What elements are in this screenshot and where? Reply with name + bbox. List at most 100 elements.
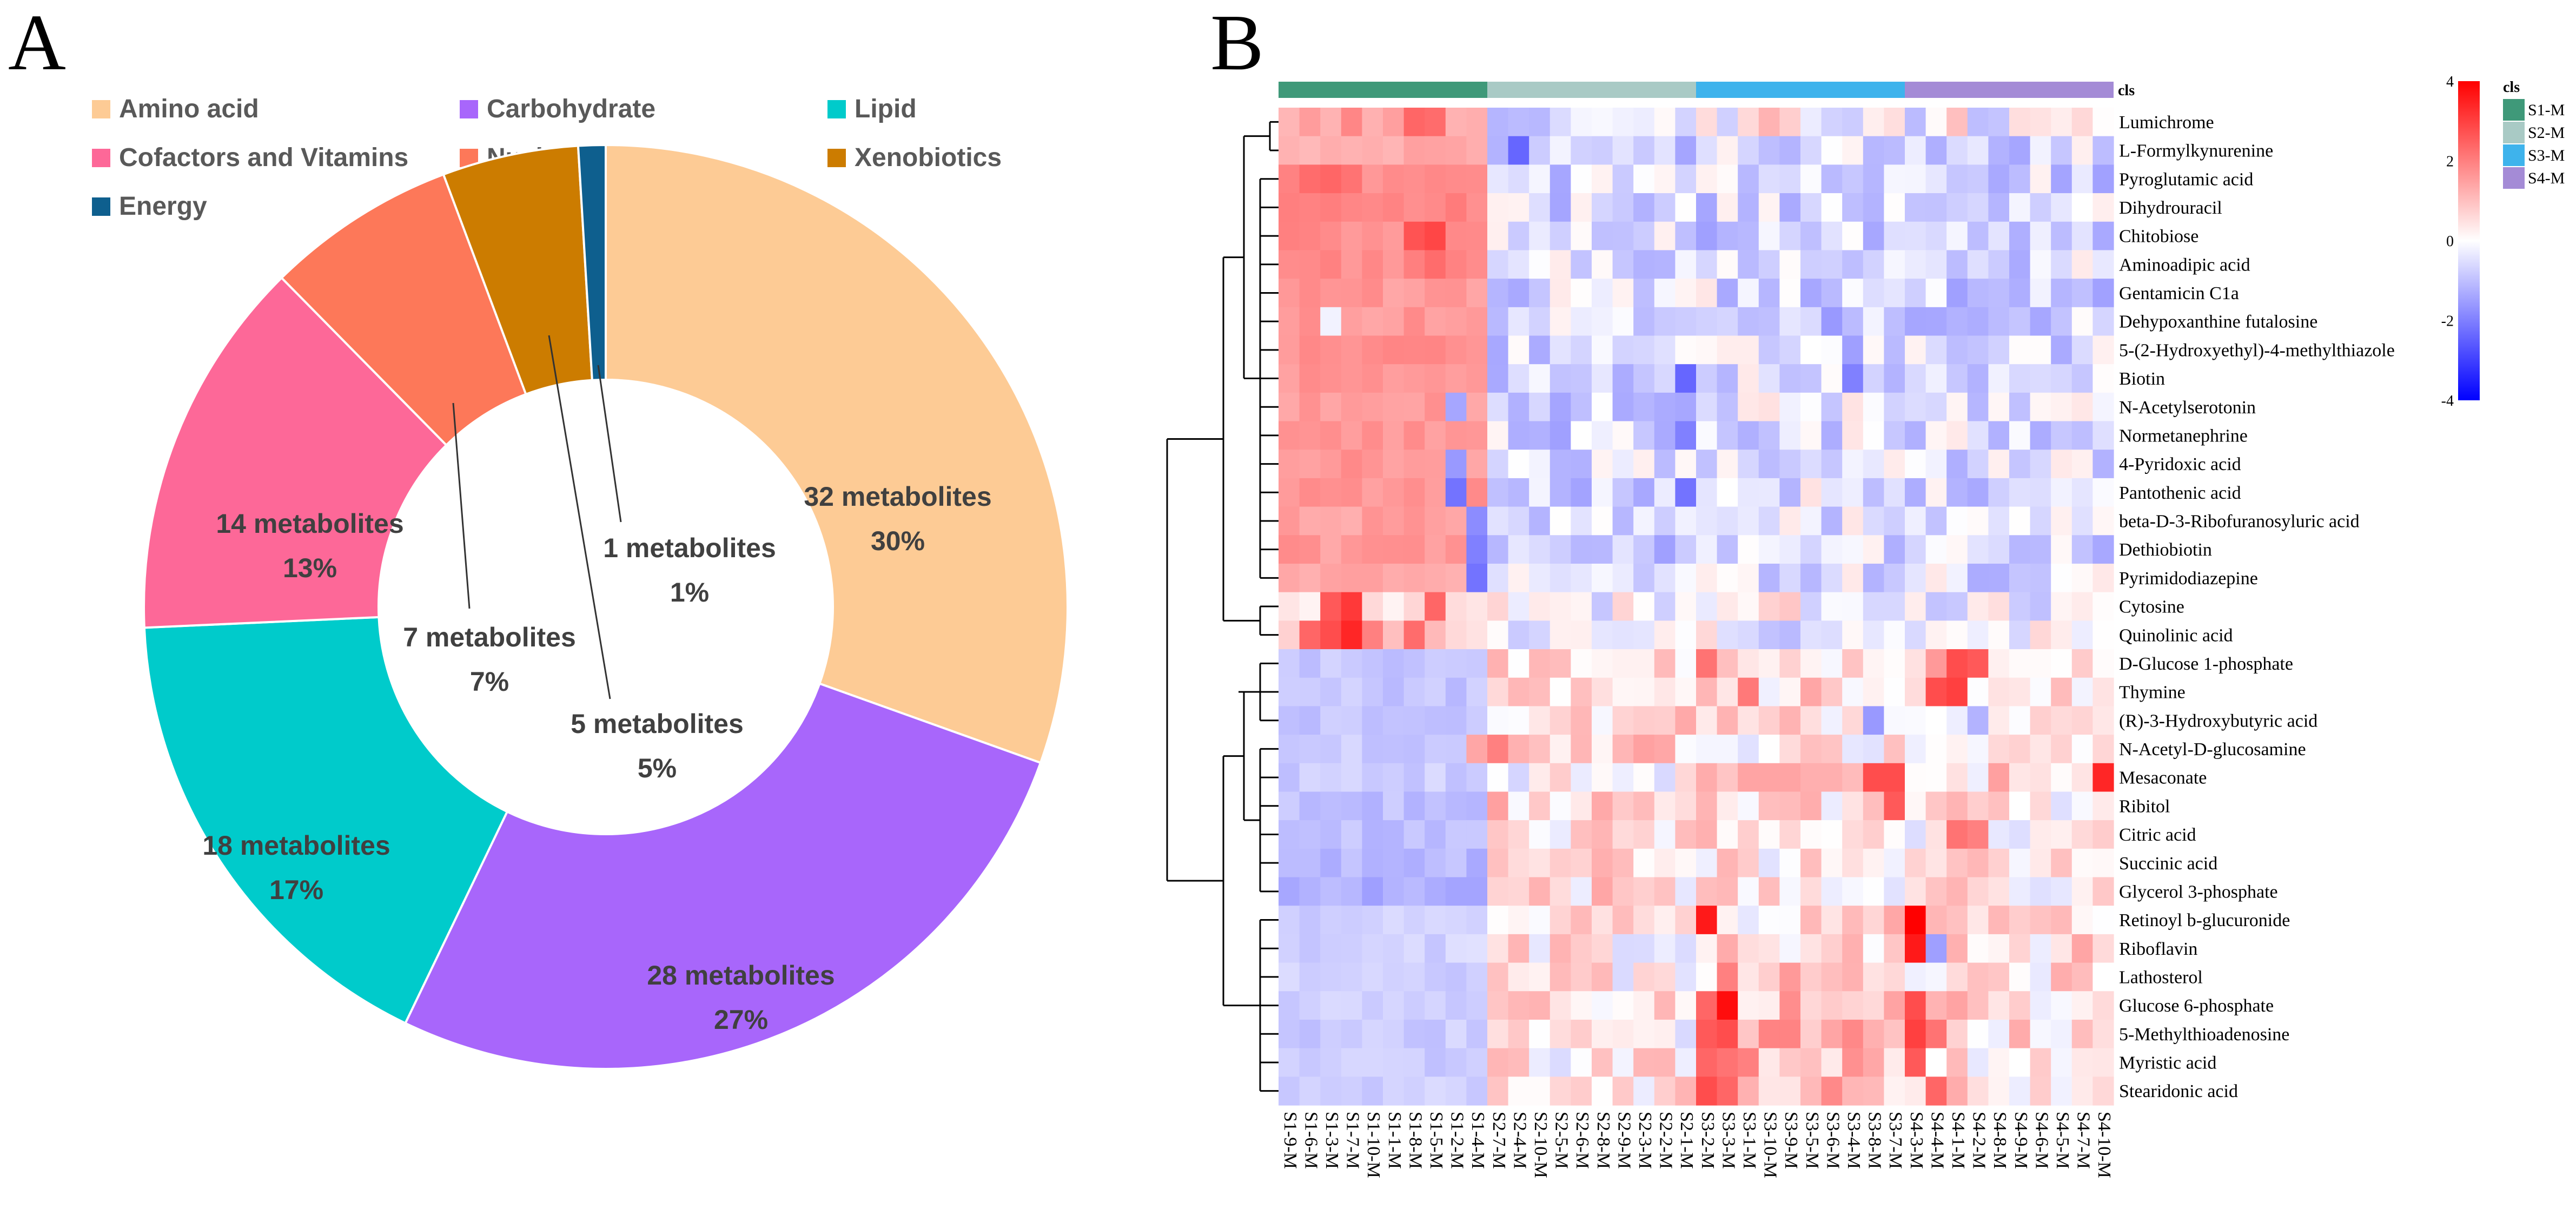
heatmap-cell xyxy=(1487,392,1509,422)
heatmap-cell xyxy=(1549,848,1571,878)
heatmap-cell xyxy=(1696,506,1718,536)
heatmap-cell xyxy=(1529,649,1551,678)
heatmap-cell xyxy=(1696,877,1718,906)
heatmap-cell xyxy=(1717,962,1738,992)
heatmap-cell xyxy=(2030,848,2051,878)
heatmap-cell xyxy=(1383,335,1405,365)
heatmap-cell xyxy=(1988,478,2010,507)
heatmap-cell xyxy=(2092,1019,2114,1049)
heatmap-cell xyxy=(1925,677,1947,706)
heatmap-cell xyxy=(1758,307,1780,336)
heatmap-cell xyxy=(1633,592,1655,621)
heatmap-cell xyxy=(1508,1048,1529,1077)
heatmap-cell xyxy=(1842,763,1864,793)
heatmap-cell xyxy=(1988,706,2010,735)
heatmap-cell xyxy=(1403,592,1425,621)
heatmap-cell xyxy=(1279,506,1300,536)
heatmap-cell xyxy=(1696,250,1718,279)
heatmap-cell xyxy=(2030,962,2051,992)
heatmap-cell xyxy=(1403,450,1425,479)
heatmap-cell xyxy=(1654,164,1676,194)
heatmap-cell xyxy=(1905,307,1926,336)
colorbar-tick: 4 xyxy=(2446,74,2454,90)
heatmap-cell xyxy=(1508,279,1529,308)
heatmap-cell xyxy=(1279,934,1300,963)
heatmap-cell xyxy=(1988,335,2010,365)
heatmap-cell xyxy=(1779,934,1801,963)
heatmap-cell xyxy=(1362,620,1383,650)
heatmap-cell xyxy=(1633,649,1655,678)
heatmap-cell xyxy=(1717,450,1738,479)
heatmap-cell xyxy=(1821,649,1843,678)
row-label: 4-Pyridoxic acid xyxy=(2119,454,2241,474)
column-label: S1-5-M xyxy=(1426,1112,1446,1169)
heatmap-cell xyxy=(1988,1077,2010,1106)
heatmap-cell xyxy=(1362,649,1383,678)
heatmap-cell xyxy=(2051,848,2072,878)
heatmap-cell xyxy=(1800,279,1822,308)
heatmap-cell xyxy=(1571,335,1592,365)
heatmap-cell xyxy=(1403,506,1425,536)
heatmap-cell xyxy=(1988,649,2010,678)
heatmap-cell xyxy=(1738,848,1759,878)
heatmap-cell xyxy=(2030,450,2051,479)
heatmap-cell xyxy=(1905,962,1926,992)
heatmap-cell xyxy=(2030,421,2051,450)
heatmap-cell xyxy=(1383,478,1405,507)
heatmap-cell xyxy=(1946,620,1968,650)
heatmap-cell xyxy=(1487,478,1509,507)
heatmap-cell xyxy=(1487,763,1509,793)
row-label: Myristic acid xyxy=(2119,1053,2216,1073)
heatmap-cell xyxy=(2051,221,2072,251)
heatmap-cell xyxy=(1654,791,1676,821)
heatmap-cell xyxy=(1675,592,1697,621)
heatmap-cell xyxy=(1508,820,1529,849)
heatmap-cell xyxy=(1571,763,1592,793)
heatmap-cell xyxy=(1946,1048,1968,1077)
leader-line xyxy=(548,335,611,699)
heatmap-cell xyxy=(2071,1048,2093,1077)
heatmap-cell xyxy=(1988,1019,2010,1049)
heatmap-cell xyxy=(1403,906,1425,935)
heatmap-cell xyxy=(2051,706,2072,735)
heatmap-cell xyxy=(1425,991,1446,1020)
heatmap-cell xyxy=(1592,136,1613,165)
heatmap-cell xyxy=(1341,164,1362,194)
heatmap-cell xyxy=(1946,649,1968,678)
heatmap-cell xyxy=(1279,677,1300,706)
heatmap-cell xyxy=(1320,478,1342,507)
heatmap-cell xyxy=(1383,307,1405,336)
heatmap-cells xyxy=(1279,108,2114,1106)
heatmap-cell xyxy=(1821,563,1843,593)
heatmap-cell xyxy=(1842,848,1864,878)
heatmap-cell xyxy=(1403,934,1425,963)
heatmap-cell xyxy=(1445,848,1467,878)
heatmap-cell xyxy=(1341,934,1362,963)
heatmap-cell xyxy=(2071,592,2093,621)
heatmap-cell xyxy=(1487,1077,1509,1106)
heatmap-cell xyxy=(1592,1019,1613,1049)
heatmap-cell xyxy=(1863,934,1884,963)
heatmap-cell xyxy=(1279,763,1300,793)
group-legend-label: S1-M xyxy=(2528,101,2565,119)
heatmap-cell xyxy=(1425,136,1446,165)
heatmap-cell xyxy=(2051,934,2072,963)
heatmap-cell xyxy=(1779,706,1801,735)
heatmap-cell xyxy=(1675,193,1697,222)
heatmap-cell xyxy=(1466,307,1488,336)
heatmap-cell xyxy=(2051,820,2072,849)
heatmap-cell xyxy=(1383,649,1405,678)
heatmap-cell xyxy=(1487,421,1509,450)
heatmap-cell xyxy=(2009,906,2031,935)
heatmap-cell xyxy=(1758,392,1780,422)
heatmap-cell xyxy=(1383,763,1405,793)
heatmap-cell xyxy=(1988,763,2010,793)
heatmap-cell xyxy=(1571,592,1592,621)
heatmap-cell xyxy=(1633,1077,1655,1106)
heatmap-cell xyxy=(1717,906,1738,935)
heatmap-cell xyxy=(2009,1019,2031,1049)
heatmap-cell xyxy=(1779,735,1801,764)
heatmap-cell xyxy=(1717,1019,1738,1049)
row-label: Chitobiose xyxy=(2119,227,2198,247)
heatmap-cell xyxy=(1425,877,1446,906)
